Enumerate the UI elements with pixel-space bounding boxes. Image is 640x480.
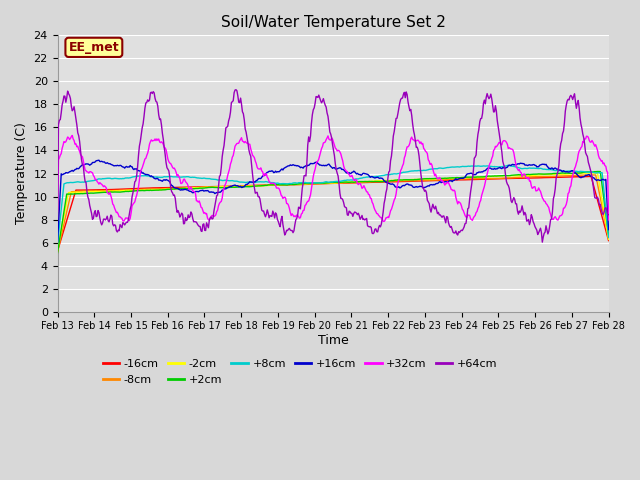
X-axis label: Time: Time bbox=[317, 334, 348, 347]
Title: Soil/Water Temperature Set 2: Soil/Water Temperature Set 2 bbox=[221, 15, 445, 30]
Y-axis label: Temperature (C): Temperature (C) bbox=[15, 122, 28, 225]
Legend: -16cm, -8cm, -2cm, +2cm, +8cm, +16cm, +32cm, +64cm: -16cm, -8cm, -2cm, +2cm, +8cm, +16cm, +3… bbox=[99, 355, 502, 389]
Text: EE_met: EE_met bbox=[68, 41, 119, 54]
